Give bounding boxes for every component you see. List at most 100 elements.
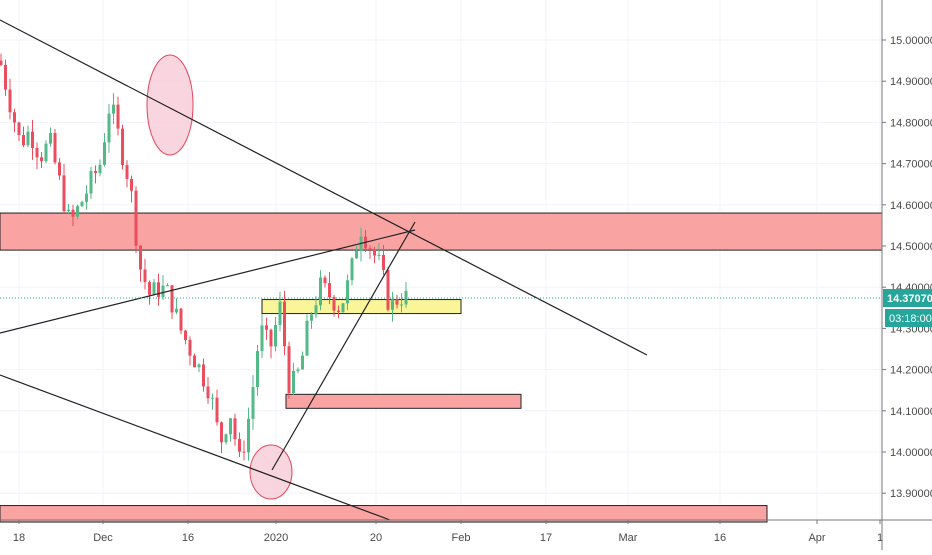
y-tick-label: 14.80000 xyxy=(890,117,932,129)
candle-body xyxy=(395,299,399,305)
candles xyxy=(0,53,408,461)
candle-body xyxy=(287,346,291,394)
last-price-label: 14.37070 xyxy=(883,289,932,307)
x-tick-label: 16 xyxy=(714,532,726,544)
candle-body xyxy=(8,89,12,113)
candle-body xyxy=(58,162,61,176)
candle-body xyxy=(341,303,345,313)
candle-body xyxy=(323,277,327,284)
candle-body xyxy=(22,134,25,146)
candle-body xyxy=(197,364,201,368)
countdown-label: 03:18:00 xyxy=(885,309,932,327)
candle-body xyxy=(121,128,124,166)
trendline-ascending xyxy=(0,229,416,334)
candle-body xyxy=(71,209,75,217)
candle-body xyxy=(350,258,354,281)
drawings xyxy=(0,19,648,521)
candle-body xyxy=(377,254,381,256)
bottom-ellipse xyxy=(249,444,293,500)
candle-body xyxy=(368,248,372,250)
candle-body xyxy=(67,209,70,212)
candle-body xyxy=(202,364,205,387)
candle-body xyxy=(337,310,340,313)
candle-body xyxy=(310,314,313,321)
candle-body xyxy=(53,133,57,163)
candle-body xyxy=(301,355,304,370)
candle-body xyxy=(157,282,160,297)
y-tick-label: 13.90000 xyxy=(890,488,932,500)
x-tick-label: Apr xyxy=(808,532,825,544)
candle-body xyxy=(4,64,7,90)
candle-body xyxy=(107,113,111,143)
y-tick-label: 14.70000 xyxy=(890,159,932,171)
top-ellipse xyxy=(146,54,194,156)
x-tick-label: 2020 xyxy=(264,532,288,544)
candle-body xyxy=(175,308,178,313)
time-axis[interactable]: 18 Dec 16 2020 20 Feb 17 Mar 16 Apr 1 xyxy=(13,520,883,544)
candle-body xyxy=(152,282,156,295)
y-tick-label: 14.90000 xyxy=(890,76,932,88)
zones xyxy=(0,212,883,523)
grid-lines xyxy=(0,0,882,520)
x-tick-label: Feb xyxy=(452,532,471,544)
candle-body xyxy=(314,305,318,315)
x-tick-label: 18 xyxy=(13,532,25,544)
candle-body xyxy=(215,397,219,423)
candle-body xyxy=(292,370,295,394)
candle-body xyxy=(224,434,228,443)
candle-body xyxy=(386,269,390,310)
candle-body xyxy=(265,325,268,330)
candle-body xyxy=(40,157,43,162)
candle-body xyxy=(44,143,48,162)
candle-body xyxy=(278,301,282,325)
candle-body xyxy=(179,308,183,331)
resistance-zone[interactable] xyxy=(0,212,883,251)
candle-body xyxy=(31,131,34,148)
candle-body xyxy=(319,277,322,306)
trendline-rally xyxy=(271,221,416,471)
candle-body xyxy=(193,355,196,368)
countdown-text: 03:18:00 xyxy=(889,313,932,325)
y-tick-label: 14.20000 xyxy=(890,365,932,377)
candle-body xyxy=(49,133,52,144)
support-zone-mid[interactable] xyxy=(285,393,522,409)
candle-body xyxy=(26,131,30,146)
candle-body xyxy=(346,280,349,304)
candle-body xyxy=(305,320,309,356)
candle-body xyxy=(139,245,142,270)
candle-body xyxy=(296,369,300,371)
candle-body xyxy=(206,386,210,399)
support-zone-bottom[interactable] xyxy=(0,505,768,523)
candle-body xyxy=(170,285,174,313)
candle-body xyxy=(130,178,133,191)
candle-body xyxy=(283,301,286,347)
candle-body xyxy=(256,351,259,388)
candle-body xyxy=(17,122,21,135)
candle-body xyxy=(13,112,16,123)
candle-body xyxy=(166,285,169,287)
candle-body xyxy=(103,142,106,165)
x-tick-label: 17 xyxy=(540,532,552,544)
candle-body xyxy=(229,418,232,435)
candle-body xyxy=(260,325,264,352)
candle-body xyxy=(251,387,255,419)
candle-body xyxy=(274,324,277,347)
candle-body xyxy=(125,165,129,179)
last-price-text: 14.37070 xyxy=(887,293,932,305)
support-zone-yellow[interactable] xyxy=(261,299,462,315)
candle-body xyxy=(89,170,93,194)
candle-body xyxy=(247,418,250,453)
candle-body xyxy=(112,104,115,114)
candle-body xyxy=(80,201,84,207)
candle-body xyxy=(382,254,385,270)
price-axis[interactable]: 15.00000 14.90000 14.80000 14.70000 14.60000… xyxy=(882,35,932,500)
candle-body xyxy=(143,269,147,283)
candle-body xyxy=(184,330,187,341)
candle-body xyxy=(233,418,237,440)
x-tick-label: 20 xyxy=(370,532,382,544)
candle-body xyxy=(211,397,214,399)
candle-body xyxy=(242,451,246,453)
candle-body xyxy=(332,297,336,311)
candle-body xyxy=(391,299,394,310)
